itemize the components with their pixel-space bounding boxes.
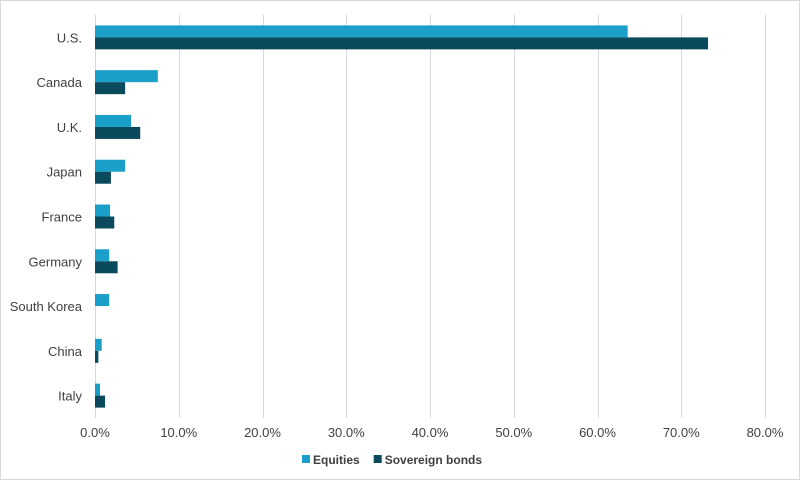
x-tick-label: 60.0% [579, 425, 616, 440]
bar-equities [95, 204, 111, 217]
bar-equities [95, 249, 110, 262]
bar-sovereign-bonds [95, 126, 141, 139]
bars [95, 25, 709, 408]
category-label: China [48, 344, 83, 359]
category-label: France [42, 210, 82, 225]
legend-swatch [302, 455, 310, 463]
bar-sovereign-bonds [95, 37, 709, 50]
category-axis-labels: U.S. Canada U.K. Japan France Germany South Ko… [10, 30, 83, 403]
bar-equities [95, 338, 102, 351]
x-tick-label: 10.0% [160, 425, 197, 440]
category-label: Japan [47, 165, 82, 180]
bar-sovereign-bonds [95, 216, 115, 229]
bar-equities [95, 70, 158, 83]
bar-equities [95, 114, 132, 127]
x-tick-label: 0.0% [80, 425, 110, 440]
bar-sovereign-bonds [95, 82, 126, 95]
x-tick-label: 80.0% [747, 425, 784, 440]
legend-swatch [373, 455, 382, 463]
bar-sovereign-bonds [95, 261, 118, 274]
category-label: U.K. [57, 120, 82, 135]
bar-sovereign-bonds [95, 395, 106, 408]
category-label: Germany [29, 254, 83, 269]
bar-sovereign-bonds [95, 171, 111, 184]
bar-equities [95, 383, 101, 396]
x-tick-label: 30.0% [328, 425, 365, 440]
legend-label: Equities [313, 453, 360, 467]
gridlines [95, 15, 766, 418]
category-label: Canada [36, 75, 82, 90]
bar-sovereign-bonds [95, 350, 99, 363]
legend-label: Sovereign bonds [385, 453, 483, 467]
category-label: Italy [58, 389, 82, 404]
x-tick-label: 20.0% [244, 425, 281, 440]
legend: Equities Sovereign bonds [302, 453, 482, 467]
bar-equities [95, 294, 110, 307]
x-tick-label: 50.0% [495, 425, 532, 440]
bar-equities [95, 159, 126, 172]
bar-equities [95, 25, 628, 38]
category-label: U.S. [57, 30, 82, 45]
category-label: South Korea [10, 299, 83, 314]
x-tick-label: 40.0% [412, 425, 449, 440]
value-axis-labels: 0.0% 10.0% 20.0% 30.0% 40.0% 50.0% 60.0% 70.0% 8… [80, 425, 784, 440]
x-tick-label: 70.0% [663, 425, 700, 440]
